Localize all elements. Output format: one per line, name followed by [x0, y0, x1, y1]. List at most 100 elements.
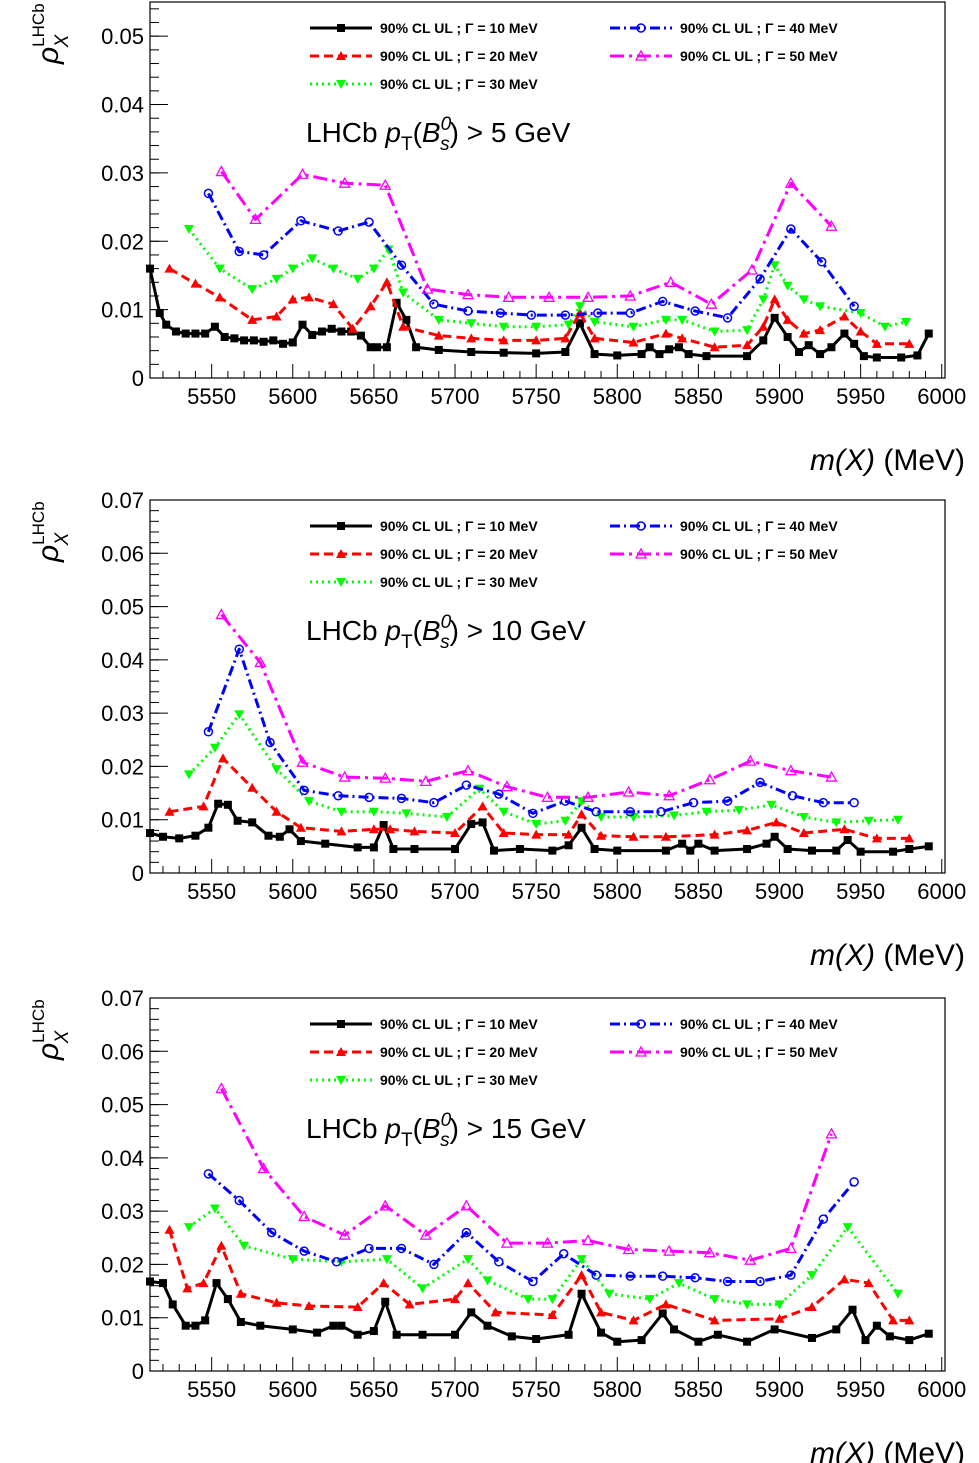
- data-point: [421, 282, 434, 294]
- legend-marker: [636, 521, 646, 531]
- plot-frame: [149, 1, 946, 379]
- data-point: [502, 290, 515, 302]
- data-point: [381, 1255, 392, 1265]
- data-point: [576, 1255, 587, 1265]
- y-axis-title-sup: LHCb: [29, 3, 48, 46]
- data-point: [661, 846, 670, 855]
- data-point: [489, 846, 498, 855]
- annotation-paren-open: (: [413, 117, 423, 148]
- data-point: [483, 1321, 492, 1330]
- data-point: [404, 1299, 415, 1309]
- legend-entry: 90% CL UL ; Γ = 20 MeV: [310, 1044, 538, 1060]
- data-point: [460, 1199, 473, 1211]
- data-point: [645, 343, 654, 352]
- series-line: [220, 170, 833, 306]
- series-line: [207, 1172, 856, 1283]
- data-point: [419, 775, 432, 786]
- data-point: [742, 825, 753, 835]
- annotation-experiment: LHCb: [306, 615, 385, 646]
- data-point: [628, 337, 639, 347]
- data-point: [353, 843, 362, 852]
- legend-label: 90% CL UL ; Γ = 20 MeV: [380, 1044, 538, 1060]
- data-point: [849, 797, 859, 808]
- data-point: [352, 1302, 363, 1312]
- x-tick-label: 5850: [674, 384, 723, 409]
- annotation-particle-sub: s: [440, 632, 450, 653]
- data-point: [665, 345, 674, 354]
- data-point: [451, 1330, 460, 1339]
- legend-label: 90% CL UL ; Γ = 50 MeV: [680, 48, 838, 64]
- data-point: [258, 250, 269, 260]
- data-point: [825, 770, 838, 782]
- data-point: [816, 257, 827, 267]
- data-point: [296, 216, 306, 226]
- legend-marker: [336, 1047, 346, 1056]
- data-point: [684, 350, 693, 359]
- data-point: [613, 351, 622, 360]
- data-point: [596, 830, 607, 840]
- annotation-particle: B: [422, 615, 441, 646]
- data-point: [494, 789, 504, 799]
- legend-label: 90% CL UL ; Γ = 10 MeV: [380, 20, 538, 36]
- data-point: [490, 1307, 501, 1317]
- legend-entry: 90% CL UL ; Γ = 10 MeV: [310, 518, 538, 534]
- data-point: [216, 1240, 227, 1250]
- data-point: [628, 322, 639, 332]
- data-point: [381, 1297, 390, 1306]
- data-point: [296, 167, 309, 179]
- legend-entry: 90% CL UL ; Γ = 40 MeV: [610, 518, 838, 534]
- data-point: [577, 1289, 586, 1298]
- annotation-particle-sub: s: [440, 1130, 450, 1151]
- data-point: [613, 1337, 622, 1346]
- data-point: [467, 819, 476, 828]
- annotation-experiment: LHCb: [306, 117, 385, 148]
- y-axis-title-sup: LHCb: [29, 501, 48, 544]
- chart-panel-2: 5550 5600 5650 5700 5750 5800 5850 5900 5950 6000…: [29, 488, 966, 972]
- data-point: [191, 1321, 200, 1330]
- data-point: [203, 1169, 214, 1179]
- data-point: [784, 176, 797, 188]
- data-point: [215, 608, 228, 620]
- data-point: [218, 753, 229, 763]
- x-tick-label: 5600: [268, 384, 317, 409]
- data-point: [279, 339, 288, 348]
- y-axis-title: ρLHCb X: [29, 999, 73, 1061]
- data-point: [786, 224, 796, 234]
- x-tick-label: 5700: [431, 384, 480, 409]
- data-point: [703, 773, 716, 785]
- data-point: [498, 335, 509, 345]
- data-point: [560, 310, 571, 320]
- data-point: [784, 764, 797, 776]
- data-point: [541, 790, 554, 802]
- data-point: [398, 288, 409, 298]
- y-tick-label: 0.01: [101, 298, 144, 323]
- data-point: [337, 327, 346, 336]
- data-point: [498, 807, 509, 817]
- y-tick-label: 0.07: [101, 986, 144, 1011]
- x-tick-label: 5750: [512, 879, 561, 904]
- data-point: [368, 824, 379, 834]
- y-tick-label: 0: [132, 1359, 144, 1384]
- data-point: [663, 789, 676, 801]
- y-axis-title: ρLHCb X: [29, 501, 73, 563]
- data-point: [644, 1295, 655, 1305]
- x-axis-title: m(X) (MeV): [810, 939, 965, 972]
- data-point: [287, 264, 298, 274]
- data-point: [285, 825, 294, 834]
- legend: 90% CL UL ; Γ = 10 MeV 90% CL UL ; Γ = 20…: [310, 20, 838, 92]
- y-axis-title-symbol: ρ: [32, 1043, 65, 1061]
- data-point: [798, 828, 809, 838]
- data-point: [703, 1246, 716, 1258]
- data-point: [234, 1195, 244, 1206]
- data-point: [389, 845, 398, 854]
- legend-label: 90% CL UL ; Γ = 40 MeV: [680, 20, 838, 36]
- data-point: [364, 217, 374, 227]
- data-point: [523, 1295, 534, 1305]
- data-point: [429, 1259, 439, 1270]
- data-point: [705, 297, 718, 309]
- series-line: [168, 267, 910, 349]
- y-axis-title-sub: X: [52, 33, 73, 48]
- data-point: [755, 1276, 765, 1287]
- data-point: [158, 1279, 167, 1288]
- data-point: [214, 292, 225, 302]
